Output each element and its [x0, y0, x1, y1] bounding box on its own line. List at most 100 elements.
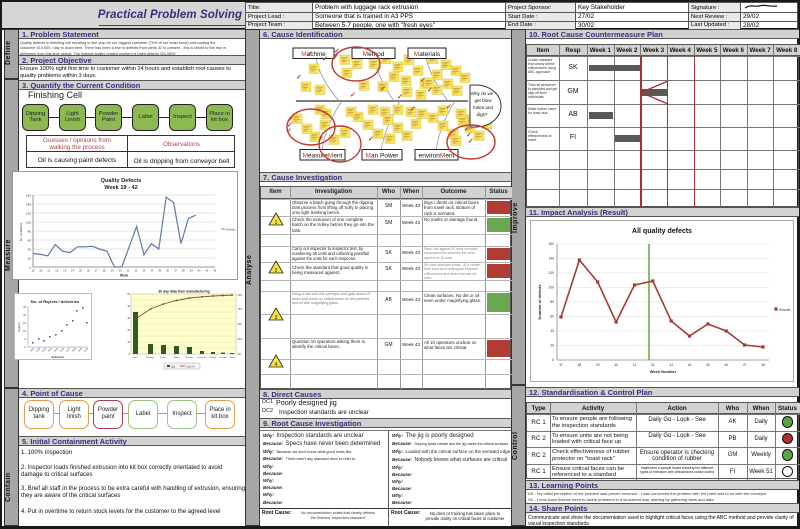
svg-text:26: 26	[87, 269, 90, 273]
svg-text:environMent: environMent	[419, 153, 455, 160]
svg-text:Method: Method	[363, 51, 385, 58]
svg-text:W38: W38	[72, 347, 78, 353]
svg-text:40: 40	[127, 305, 130, 308]
svg-text:120: 120	[548, 271, 554, 275]
svg-text:✓: ✓	[296, 74, 302, 81]
svg-text:0: 0	[552, 358, 554, 362]
svg-text:W36: W36	[60, 347, 66, 353]
svg-text:24: 24	[71, 269, 74, 273]
svg-text:5: 5	[25, 337, 27, 341]
svg-text:✓: ✓	[420, 77, 426, 84]
svg-text:46: 46	[725, 363, 729, 367]
svg-text:48: 48	[761, 363, 765, 367]
svg-text:10: 10	[127, 341, 130, 344]
svg-text:3: 3	[275, 315, 278, 321]
svg-text:Qty: Qty	[171, 364, 176, 368]
svg-text:30 day data from manufacturing: 30 day data from manufacturing	[158, 290, 209, 294]
svg-text:deliveries: deliveries	[52, 355, 65, 359]
svg-text:20: 20	[23, 313, 26, 317]
svg-text:✓: ✓	[466, 132, 472, 139]
svg-text:Results: Results	[779, 308, 791, 312]
svg-text:20: 20	[127, 329, 130, 332]
svg-text:21: 21	[47, 269, 50, 273]
svg-text:get blow: get blow	[474, 98, 492, 103]
svg-text:20: 20	[550, 344, 554, 348]
svg-text:✓: ✓	[318, 136, 324, 143]
svg-text:✓: ✓	[380, 86, 386, 93]
svg-text:25%: 25%	[238, 338, 243, 341]
svg-text:✓: ✓	[287, 122, 293, 129]
svg-text:40: 40	[550, 329, 554, 333]
svg-text:23: 23	[63, 269, 66, 273]
svg-text:✓: ✓	[307, 51, 313, 58]
svg-text:W31: W31	[30, 347, 36, 353]
svg-text:✓: ✓	[322, 56, 328, 63]
svg-text:Cum %: Cum %	[186, 364, 195, 368]
svg-text:39: 39	[190, 269, 193, 273]
svg-text:W35: W35	[54, 347, 60, 353]
svg-text:4: 4	[275, 362, 278, 368]
svg-text:42: 42	[213, 269, 216, 273]
svg-text:41: 41	[206, 269, 209, 273]
svg-text:No. of Rejects / deliveries: No. of Rejects / deliveries	[31, 299, 80, 304]
svg-text:75%: 75%	[238, 308, 243, 311]
svg-text:37: 37	[559, 363, 563, 367]
svg-text:160: 160	[26, 193, 31, 197]
svg-text:Packing: Packing	[219, 357, 228, 359]
svg-text:41: 41	[633, 363, 637, 367]
svg-text:✓: ✓	[464, 126, 470, 133]
svg-text:50: 50	[127, 293, 130, 296]
svg-text:✓: ✓	[468, 138, 474, 145]
svg-text:40: 40	[198, 269, 201, 273]
svg-text:30: 30	[119, 269, 122, 273]
svg-text:✓: ✓	[410, 106, 416, 113]
svg-text:✓: ✓	[368, 136, 374, 143]
svg-text:✓: ✓	[334, 48, 340, 55]
svg-text:✓: ✓	[333, 54, 339, 61]
svg-text:31: 31	[126, 269, 129, 273]
svg-text:0%: 0%	[238, 353, 242, 356]
svg-text:39: 39	[596, 363, 600, 367]
svg-text:40: 40	[614, 363, 618, 367]
svg-text:42: 42	[651, 363, 655, 367]
svg-text:120: 120	[26, 211, 31, 215]
svg-text:34: 34	[150, 269, 153, 273]
svg-text:80: 80	[550, 300, 554, 304]
svg-text:Week: Week	[120, 274, 128, 278]
svg-text:37: 37	[174, 269, 177, 273]
svg-text:MeasureMent: MeasureMent	[303, 153, 343, 160]
svg-text:Damage: Damage	[146, 357, 155, 359]
svg-text:✓: ✓	[288, 116, 294, 123]
svg-text:38: 38	[578, 363, 582, 367]
svg-text:60: 60	[28, 238, 32, 242]
svg-text:Missing: Missing	[185, 357, 193, 359]
svg-text:25: 25	[79, 269, 82, 273]
svg-text:W39: W39	[78, 347, 84, 353]
svg-text:20: 20	[39, 269, 42, 273]
svg-text:44: 44	[688, 363, 692, 367]
svg-text:20: 20	[28, 256, 32, 260]
svg-text:32: 32	[134, 269, 137, 273]
svg-text:40: 40	[28, 247, 32, 251]
svg-text:15: 15	[23, 321, 26, 325]
svg-text:1: 1	[275, 220, 278, 226]
svg-text:W40: W40	[84, 347, 90, 353]
svg-text:✓: ✓	[286, 128, 292, 135]
svg-text:27: 27	[95, 269, 98, 273]
svg-text:All quality defects: All quality defects	[632, 228, 692, 235]
svg-text:0: 0	[129, 353, 131, 356]
svg-text:Rejects: Rejects	[17, 322, 21, 332]
svg-text:140: 140	[548, 257, 554, 261]
svg-text:Number of defects: Number of defects	[537, 284, 542, 320]
svg-text:33: 33	[142, 269, 145, 273]
svg-text:Why do we: Why do we	[471, 91, 494, 96]
svg-text:Defects: Defects	[226, 228, 236, 232]
svg-text:Materials: Materials	[414, 51, 441, 58]
svg-text:38: 38	[182, 269, 185, 273]
svg-text:2: 2	[275, 268, 278, 274]
svg-text:W34: W34	[48, 347, 54, 353]
svg-text:47: 47	[743, 363, 747, 367]
svg-text:60: 60	[550, 315, 554, 319]
svg-text:Paint: Paint	[133, 356, 138, 359]
svg-text:43: 43	[669, 363, 673, 367]
